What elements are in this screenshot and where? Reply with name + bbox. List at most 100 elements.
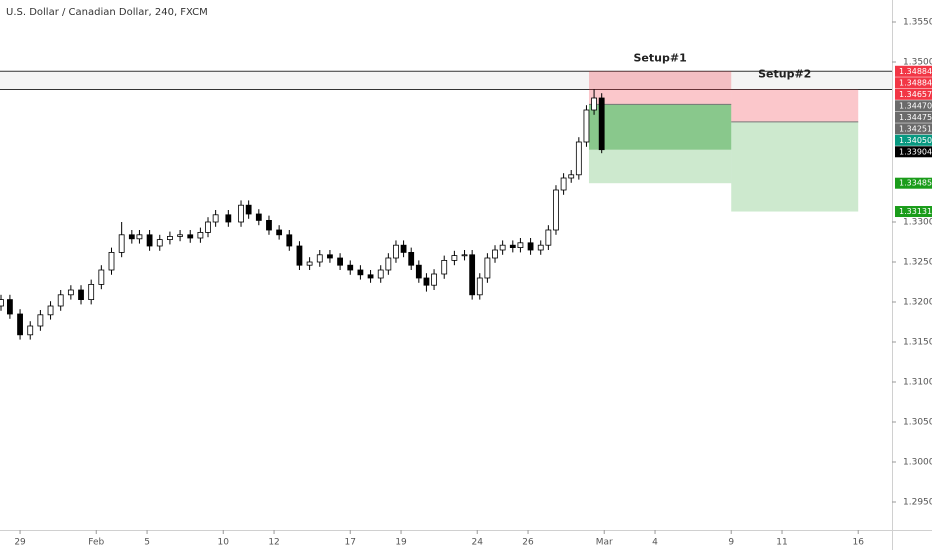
candle-body	[306, 261, 313, 266]
candle-body	[527, 242, 534, 251]
candle-body	[37, 314, 44, 327]
candle-body	[509, 244, 516, 248]
x-tick-label: 5	[144, 538, 150, 548]
price-badge	[895, 146, 932, 158]
candle-body	[575, 141, 582, 176]
candle-body	[57, 294, 64, 307]
candle-body	[47, 305, 54, 316]
x-tick-label: 16	[852, 538, 864, 548]
candle-body	[441, 259, 448, 275]
candle-body	[146, 234, 153, 247]
candle-body	[197, 231, 204, 239]
y-tick-label: 1.30500	[903, 418, 932, 428]
stop-zone	[731, 89, 859, 122]
candle-body	[367, 274, 374, 279]
candle-body	[476, 277, 483, 296]
y-tick-label: 1.32000	[903, 298, 932, 308]
candle-body	[276, 229, 283, 236]
candle-body	[545, 229, 552, 246]
candle-body	[327, 254, 333, 259]
candle-body	[469, 254, 476, 296]
price-badge-label: 1.33485	[899, 179, 932, 188]
price-badge-label: 1.34884	[899, 78, 932, 87]
candle-body	[377, 269, 384, 279]
price-badge-label: 1.33904	[899, 147, 932, 156]
candle-body	[118, 234, 125, 253]
candle-body	[177, 234, 183, 237]
price-badge	[895, 134, 932, 146]
x-tick-label: Feb	[88, 538, 104, 548]
x-tick-label: 10	[218, 538, 230, 548]
y-tick-label: 1.29500	[903, 498, 932, 508]
candle-body	[266, 219, 272, 231]
candle-body	[27, 325, 34, 336]
candle-body	[88, 283, 95, 300]
candle-body	[484, 257, 491, 279]
price-badge-label: 1.33131	[899, 207, 932, 216]
candle-body	[225, 214, 232, 223]
candle-body	[212, 214, 219, 223]
x-tick-label: 24	[472, 538, 484, 548]
price-badge-label: 1.34251	[899, 124, 932, 133]
y-tick-label: 1.33000	[903, 218, 932, 228]
target-zone	[731, 121, 859, 212]
candle-body	[431, 273, 437, 286]
candle-body	[553, 189, 559, 231]
x-tick-label: 12	[268, 538, 279, 548]
candle-body	[296, 245, 303, 266]
candle-body	[156, 239, 163, 247]
price-badge	[895, 206, 932, 218]
price-badge	[895, 65, 932, 77]
price-badge	[895, 100, 932, 112]
candle-body	[347, 264, 354, 271]
candle-body	[451, 255, 458, 261]
x-tick-label: 9	[728, 538, 734, 548]
zone-band	[0, 71, 892, 90]
candle-body	[583, 109, 590, 143]
y-tick-label: 1.35000	[903, 58, 932, 68]
candle-body	[337, 257, 343, 266]
candle-body	[517, 242, 524, 249]
chart-title: U.S. Dollar / Canadian Dollar, 240, FXCM	[6, 7, 208, 18]
stop-zone	[588, 71, 732, 105]
price-badge	[895, 77, 932, 89]
x-tick-label: 11	[776, 538, 787, 548]
price-badge-label: 1.34475	[899, 113, 932, 122]
candle-body	[17, 313, 23, 336]
candle-body	[108, 251, 115, 271]
progress-zone	[588, 104, 732, 150]
price-badge-label: 1.34470	[899, 101, 932, 110]
candle-body	[357, 269, 364, 276]
x-tick-label: 19	[395, 538, 407, 548]
candle-body	[393, 244, 399, 259]
candle-body	[499, 244, 506, 251]
candle-body	[205, 221, 211, 233]
candle-body	[385, 257, 392, 271]
candle-body	[78, 289, 84, 300]
candle-body	[238, 204, 244, 223]
price-badge	[895, 123, 932, 135]
y-tick-label: 1.35500	[903, 18, 932, 28]
candle-body	[415, 264, 422, 279]
x-tick-label: 29	[14, 538, 26, 548]
candle-body	[136, 234, 143, 240]
price-badge	[895, 177, 932, 189]
candle-body	[537, 244, 544, 251]
candle-body	[423, 277, 430, 286]
candle-body	[568, 174, 575, 179]
candle-body	[187, 234, 194, 239]
y-tick-label: 1.30000	[903, 458, 932, 468]
y-tick-label: 1.31000	[903, 378, 932, 388]
price-badge	[895, 111, 932, 123]
price-badge-label: 1.34884	[899, 67, 932, 76]
candle-body	[598, 97, 605, 151]
candle-body	[560, 177, 567, 191]
y-tick-label: 1.32500	[903, 258, 932, 268]
price-badge-label: 1.34050	[899, 136, 932, 145]
candle-body	[98, 269, 105, 285]
candle-body	[0, 299, 4, 307]
candle-body	[492, 249, 498, 259]
